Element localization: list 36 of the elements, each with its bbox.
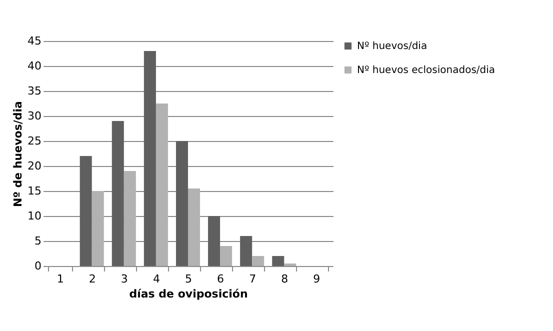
- bar: [220, 246, 232, 266]
- bar: [176, 141, 188, 266]
- y-tick-label: 40: [28, 60, 42, 72]
- y-tick-label: 5: [34, 234, 42, 248]
- x-tick-label: 6: [217, 272, 224, 286]
- bar: [80, 156, 92, 266]
- y-tick-label: 0: [34, 260, 42, 272]
- bar: [272, 256, 284, 266]
- bar: [188, 188, 200, 266]
- bar: [144, 51, 156, 266]
- legend-label: Nº huevos eclosionados/dia: [357, 65, 496, 76]
- bar: [124, 171, 136, 266]
- legend-label: Nº huevos/dia: [357, 41, 428, 52]
- x-axis-title: días de oviposición: [129, 288, 248, 300]
- bar: [240, 236, 252, 266]
- y-tick-label: 30: [28, 110, 42, 122]
- y-tick-label: 35: [28, 84, 42, 98]
- x-tick-label: 5: [185, 272, 192, 286]
- x-tick-label: 1: [56, 272, 64, 286]
- bar: [252, 256, 264, 266]
- y-tick-label: 25: [28, 134, 42, 148]
- bar: [208, 216, 220, 266]
- x-tick-label: 9: [313, 272, 320, 286]
- y-tick-label: 20: [28, 160, 42, 172]
- y-tick-label: 15: [28, 184, 42, 198]
- bar: [156, 104, 168, 266]
- bar: [92, 191, 104, 266]
- y-axis-title: Nº de huevos/dia: [12, 101, 25, 207]
- x-tick-label: 7: [249, 272, 256, 286]
- x-tick-label: 2: [88, 272, 96, 286]
- x-tick-label: 8: [281, 272, 288, 286]
- x-tick-label: 3: [120, 272, 128, 286]
- x-tick-label: 4: [152, 272, 160, 286]
- y-tick-label: 10: [28, 210, 42, 222]
- bar: [112, 121, 124, 266]
- y-tick-label: 45: [28, 34, 42, 48]
